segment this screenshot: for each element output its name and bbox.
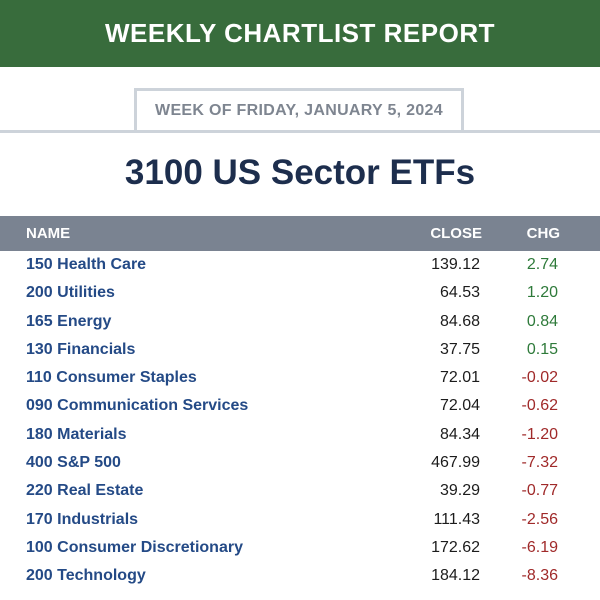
table-row: 170 Industrials 111.43 -2.56 xyxy=(0,506,600,534)
row-name: 200 Utilities xyxy=(26,284,115,302)
table-row: 180 Materials 84.34 -1.20 xyxy=(0,421,600,449)
table-row: 090 Communication Services 72.04 -0.62 xyxy=(0,392,600,420)
row-name: 180 Materials xyxy=(26,425,127,443)
banner-title: WEEKLY CHARTLIST REPORT xyxy=(105,18,495,48)
table-row: 110 Consumer Staples 72.01 -0.02 xyxy=(0,364,600,392)
row-close: 84.68 xyxy=(439,312,480,330)
row-close: 84.34 xyxy=(439,425,480,443)
row-chg: -6.19 xyxy=(521,538,558,556)
row-chg: 2.74 xyxy=(526,256,558,273)
row-chg: -7.32 xyxy=(521,454,558,472)
row-name: 200 Technology xyxy=(26,567,146,585)
row-close: 111.43 xyxy=(433,510,480,528)
row-chg: -0.62 xyxy=(521,397,558,415)
table-row: 200 Technology 184.12 -8.36 xyxy=(0,562,600,590)
table-header: NAME CLOSE CHG xyxy=(0,216,600,251)
week-box: WEEK OF FRIDAY, JANUARY 5, 2024 xyxy=(134,88,464,130)
row-chg: -8.36 xyxy=(521,567,558,585)
row-name: 220 Real Estate xyxy=(26,482,144,500)
table-row: 200 Utilities 64.53 1.20 xyxy=(0,279,600,307)
row-name: 400 S&P 500 xyxy=(26,454,121,472)
row-chg: -2.56 xyxy=(521,510,558,528)
header-chg: CHG xyxy=(526,225,560,242)
row-chg: -0.77 xyxy=(521,482,558,500)
week-label: WEEK OF FRIDAY, JANUARY 5, 2024 xyxy=(155,101,443,119)
row-chg: -0.02 xyxy=(521,369,558,387)
row-close: 72.04 xyxy=(439,397,480,415)
row-name: 130 Financials xyxy=(26,340,136,358)
row-chg: -1.20 xyxy=(521,425,558,443)
row-close: 72.01 xyxy=(439,369,480,387)
row-name: 090 Communication Services xyxy=(26,397,249,415)
row-close: 39.29 xyxy=(439,482,480,500)
row-close: 37.75 xyxy=(439,340,480,358)
table-row: 220 Real Estate 39.29 -0.77 xyxy=(0,477,600,505)
divider xyxy=(0,130,600,133)
row-name: 150 Health Care xyxy=(26,256,147,273)
row-chg: 1.20 xyxy=(526,284,558,302)
report-banner: WEEKLY CHARTLIST REPORT xyxy=(0,0,600,67)
table-row: 165 Energy 84.68 0.84 xyxy=(0,308,600,336)
week-area: WEEK OF FRIDAY, JANUARY 5, 2024 xyxy=(0,67,600,133)
row-chg: 0.84 xyxy=(526,312,558,330)
table-body: 150 Health Care 139.12 2.74 200 Utilitie… xyxy=(0,251,600,591)
page-title: 3100 US Sector ETFs xyxy=(124,153,476,192)
table-row: 400 S&P 500 467.99 -7.32 xyxy=(0,449,600,477)
row-chg: 0.15 xyxy=(526,340,558,358)
table-row: 100 Consumer Discretionary 172.62 -6.19 xyxy=(0,534,600,562)
row-close: 64.53 xyxy=(439,284,480,302)
row-name: 110 Consumer Staples xyxy=(26,369,197,387)
row-close: 467.99 xyxy=(431,454,480,472)
row-close: 172.62 xyxy=(431,538,480,556)
row-close: 139.12 xyxy=(431,256,480,273)
header-close: CLOSE xyxy=(430,225,482,242)
row-name: 170 Industrials xyxy=(26,510,139,528)
row-name: 100 Consumer Discretionary xyxy=(26,538,243,556)
table-row: 130 Financials 37.75 0.15 xyxy=(0,336,600,364)
table-row: 150 Health Care 139.12 2.74 xyxy=(0,251,600,279)
row-name: 165 Energy xyxy=(26,312,112,330)
header-name: NAME xyxy=(26,225,71,242)
row-close: 184.12 xyxy=(431,567,480,585)
